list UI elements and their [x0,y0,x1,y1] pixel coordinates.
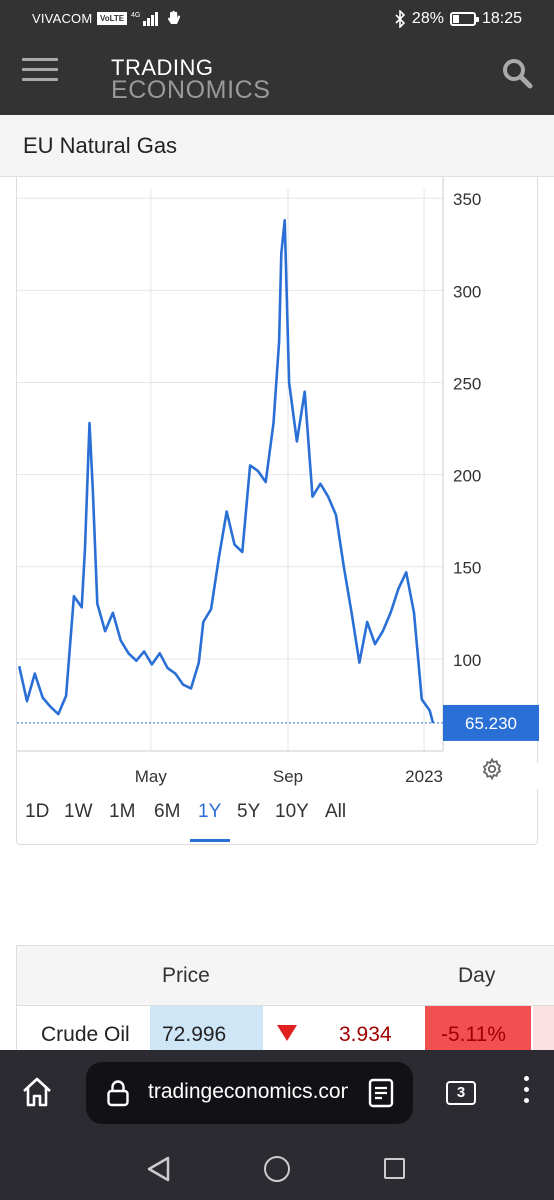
signal-icon: 4G [131,12,159,26]
table-row[interactable]: Crude Oil 72.996 3.934 -5.11% [17,1006,554,1054]
back-icon[interactable] [146,1155,172,1183]
last-value-label: 65.230 [465,714,517,733]
commodity-table: Price Day Crude Oil 72.996 3.934 -5.11% [16,945,554,1055]
reader-mode-icon[interactable] [368,1078,394,1108]
y-tick-label: 200 [453,467,481,486]
recent-apps-icon[interactable] [384,1158,405,1179]
range-button-1w[interactable]: 1W [64,801,93,822]
commodity-name[interactable]: Crude Oil [41,1023,130,1046]
url-text[interactable]: tradingeconomics.com [148,1080,348,1103]
x-tick-label: Sep [273,767,303,786]
chart-card: 100 150 200 250 300 350 May Sep 2023 65.230 1D 1W 1… [16,177,539,845]
range-selector: 1D 1W 1M 6M 1Y 5Y 10Y All [17,797,537,837]
battery-percent: 28% [411,10,444,27]
percent-change: -5.11% [425,1006,531,1054]
range-button-5y[interactable]: 5Y [237,801,261,822]
home-nav-icon[interactable] [264,1156,290,1182]
range-active-underline [190,839,230,842]
tabs-count-button[interactable]: 3 [446,1081,476,1105]
header-price: Price [162,964,210,987]
clock: 18:25 [481,10,522,27]
change-value: 3.934 [339,1023,392,1046]
system-nav-bar [0,1140,554,1200]
header-day: Day [458,964,496,987]
y-tick-label: 150 [453,559,481,578]
network-type: 4G [131,12,140,19]
more-options-icon[interactable] [516,1076,536,1110]
price-chart[interactable]: 100 150 200 250 300 350 May Sep 2023 65.230 [17,177,539,797]
range-button-1m[interactable]: 1M [109,801,136,822]
volte-icon: VoLTE [97,11,128,25]
range-button-6m[interactable]: 6M [154,801,181,822]
last-value-box [443,704,539,741]
y-tick-label: 350 [453,190,481,209]
hamburger-icon[interactable] [22,58,58,84]
page-title: EU Natural Gas [23,133,178,158]
network-icons: VoLTE 4G [97,10,181,26]
range-button-1d[interactable]: 1D [25,801,50,822]
logo-line-1: TRADING [111,55,214,80]
y-tick-label: 300 [453,282,481,301]
price-value: 72.996 [150,1006,263,1054]
logo-line-2: ECONOMICS [111,76,271,104]
range-button-all[interactable]: All [325,801,347,822]
x-tick-label: 2023 [405,767,443,786]
gear-icon[interactable] [480,757,504,781]
range-button-10y[interactable]: 10Y [275,801,309,822]
lock-icon [107,1080,129,1107]
range-button-1y[interactable]: 1Y [198,801,222,822]
home-icon[interactable] [20,1075,54,1109]
logo[interactable]: TRADING ECONOMICS [111,55,271,104]
hand-icon [168,10,181,24]
down-arrow-icon [277,1025,297,1041]
status-right: 28% 18:25 [394,10,522,28]
browser-toolbar: tradingeconomics.com 3 [0,1050,554,1140]
table-header: Price Day [17,946,554,1006]
app-header: TRADING ECONOMICS [0,40,554,115]
status-bar: VIVACOM VoLTE 4G 28% 18:25 [0,0,554,40]
search-icon[interactable] [500,56,534,90]
battery-icon [449,12,479,26]
address-bar[interactable]: tradingeconomics.com [86,1062,413,1124]
y-tick-label: 250 [453,374,481,393]
title-bar: EU Natural Gas [0,115,554,177]
bluetooth-icon [395,10,406,28]
carrier-name: VIVACOM [32,11,93,26]
x-tick-label: May [135,767,168,786]
y-tick-label: 100 [453,651,481,670]
next-cell [533,1006,554,1054]
series-line [17,219,435,724]
